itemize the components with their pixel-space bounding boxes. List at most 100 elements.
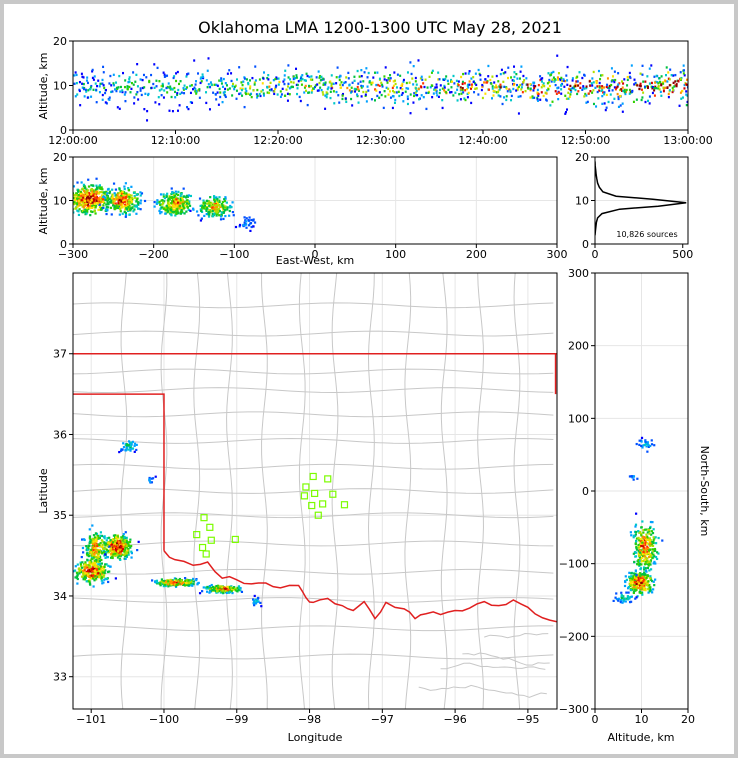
northsouth-source	[642, 444, 645, 447]
time-altitude-source	[392, 84, 395, 87]
plan-view-source	[93, 545, 96, 548]
northsouth-source	[649, 588, 652, 591]
plan-view-source	[169, 581, 173, 585]
time-altitude-source	[213, 83, 216, 86]
eastwest-source	[85, 207, 89, 210]
time-altitude-source	[187, 72, 190, 75]
plan-view-source	[98, 570, 101, 573]
time-altitude-source	[153, 63, 156, 66]
county-line	[73, 411, 554, 418]
time-altitude-source	[195, 89, 198, 93]
time-altitude-source	[259, 94, 262, 98]
time-altitude-source	[128, 80, 131, 83]
plan-view-source	[90, 552, 93, 555]
plan-view-source	[73, 569, 77, 572]
northsouth-source	[642, 528, 645, 532]
time-altitude-source	[444, 77, 447, 81]
eastwest-source	[114, 202, 117, 205]
time-altitude-source	[672, 74, 675, 77]
histogram-yaxis-tick-label: 20	[575, 151, 589, 164]
time-altitude-source	[461, 82, 464, 86]
time-altitude-source	[672, 89, 675, 92]
eastwest-source	[175, 198, 178, 201]
time-altitude-source	[683, 87, 686, 90]
eastwest-source	[182, 206, 185, 209]
time-altitude-source	[674, 84, 677, 87]
time-altitude-source	[91, 76, 94, 80]
plan-view-source	[167, 583, 170, 586]
time-altitude-source	[419, 77, 422, 80]
time-altitude-source	[329, 80, 332, 83]
eastwest-source	[82, 194, 85, 197]
plan-view-source	[190, 580, 193, 583]
time-altitude-source	[291, 85, 294, 89]
plan-view-source	[137, 540, 140, 543]
time-altitude-source	[266, 76, 269, 80]
plan-view-source	[74, 576, 77, 579]
plan-view-source	[88, 544, 91, 547]
time-altitude-source	[574, 83, 577, 86]
eastwest-source	[238, 223, 242, 227]
time-altitude-source	[301, 77, 304, 81]
northsouth-source	[640, 578, 644, 582]
eastwest-source	[82, 201, 86, 204]
plan-view-source	[104, 553, 107, 556]
eastwest-source	[123, 191, 126, 195]
time-altitude-source	[244, 91, 247, 94]
eastwest-source	[168, 208, 171, 211]
time-altitude-source	[393, 71, 396, 74]
time-altitude-source	[360, 68, 363, 72]
time-altitude-source	[141, 78, 144, 82]
plan-view-source	[93, 552, 96, 555]
plan-view-source	[124, 552, 127, 555]
eastwest-source	[179, 197, 183, 201]
time-altitude-source	[82, 87, 85, 91]
time-altitude-source	[134, 80, 137, 83]
time-altitude-source	[642, 80, 645, 83]
eastwest-source	[104, 196, 107, 200]
time-altitude-source	[148, 80, 151, 84]
time-altitude-source	[414, 80, 417, 83]
eastwest-source	[95, 186, 99, 189]
northsouth-source	[627, 596, 630, 599]
plan-view-source	[99, 534, 102, 537]
time-altitude-source	[132, 83, 135, 86]
eastwest-source	[188, 202, 191, 205]
time-altitude-source	[287, 64, 290, 67]
northsouth-source	[653, 444, 656, 447]
eastwest-source	[221, 201, 224, 204]
northsouth-source	[649, 544, 652, 547]
northsouth-source	[642, 578, 646, 582]
northsouth-source	[644, 441, 647, 444]
time-altitude-source	[646, 75, 649, 78]
time-altitude-source	[565, 74, 568, 77]
eastwest-source	[153, 200, 156, 204]
northsouth-source	[652, 539, 655, 542]
northsouth-source	[632, 580, 635, 583]
time-altitude-source	[554, 83, 557, 87]
eastwest-source	[129, 209, 132, 212]
time-altitude-source	[533, 81, 536, 84]
time-altitude-source	[564, 111, 567, 114]
eastwest-source	[219, 218, 223, 221]
county-line	[226, 273, 233, 709]
plan-view-source	[97, 560, 100, 564]
northsouth-source	[635, 573, 638, 577]
longitude-axis-tick-label: −101	[76, 713, 106, 726]
eastwest-source	[80, 203, 84, 206]
eastwest-source	[98, 186, 101, 190]
time-altitude-source	[345, 100, 348, 104]
eastwest-source	[92, 199, 96, 202]
time-altitude-source	[664, 80, 667, 83]
time-altitude-source	[685, 103, 688, 107]
time-altitude-source	[353, 87, 356, 91]
eastwest-source	[203, 214, 206, 217]
time-altitude-source	[314, 84, 317, 87]
eastwest-source	[211, 207, 214, 210]
plan-view-source	[184, 577, 187, 580]
time-altitude-source	[108, 98, 111, 101]
time-altitude-source	[531, 95, 534, 98]
time-altitude-source	[501, 102, 504, 106]
eastwest-source	[188, 204, 192, 207]
